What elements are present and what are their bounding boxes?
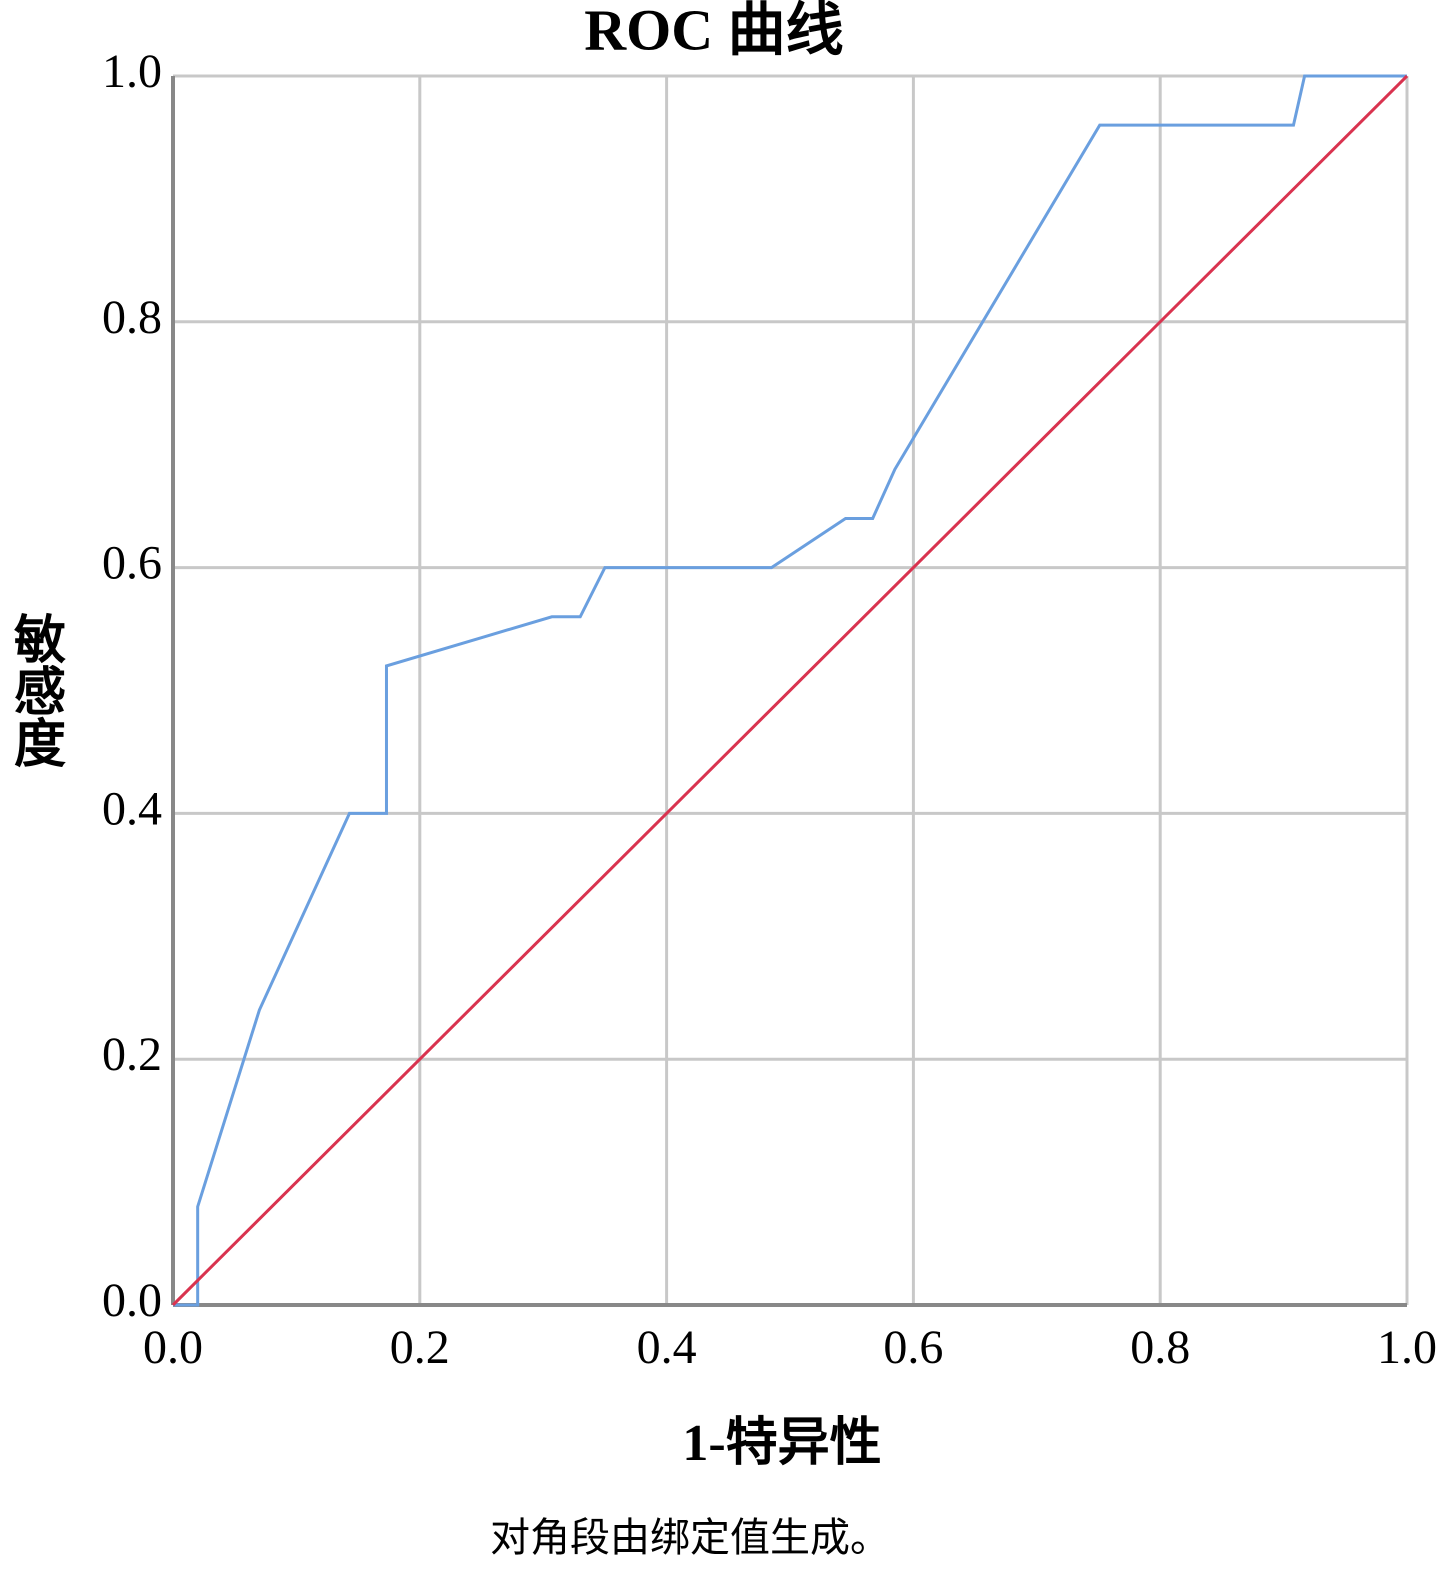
- x-axis-label: 1-特异性: [682, 1414, 881, 1472]
- y-tick-label: 0.0: [102, 1274, 162, 1327]
- x-tick-label: 0.6: [883, 1321, 943, 1374]
- y-axis-label: 敏感度: [6, 612, 66, 768]
- roc-line: [171, 74, 1409, 1307]
- y-tick-label: 0.4: [102, 782, 162, 835]
- x-tick-label: 0.8: [1130, 1321, 1190, 1374]
- x-tick-label: 0.2: [390, 1321, 450, 1374]
- footnote: 对角段由绑定值生成。: [490, 1515, 890, 1560]
- y-tick-label: 1.0: [102, 45, 162, 98]
- y-tick-label: 0.8: [102, 291, 162, 344]
- x-tick-label: 0.0: [143, 1321, 203, 1374]
- x-tick-label: 1.0: [1377, 1321, 1437, 1374]
- x-tick-label: 0.4: [637, 1321, 697, 1374]
- roc-line: [173, 74, 1407, 1307]
- y-tick-label: 0.2: [102, 1028, 162, 1081]
- y-tick-label: 0.6: [102, 537, 162, 590]
- chart-title: ROC 曲线: [584, 0, 843, 62]
